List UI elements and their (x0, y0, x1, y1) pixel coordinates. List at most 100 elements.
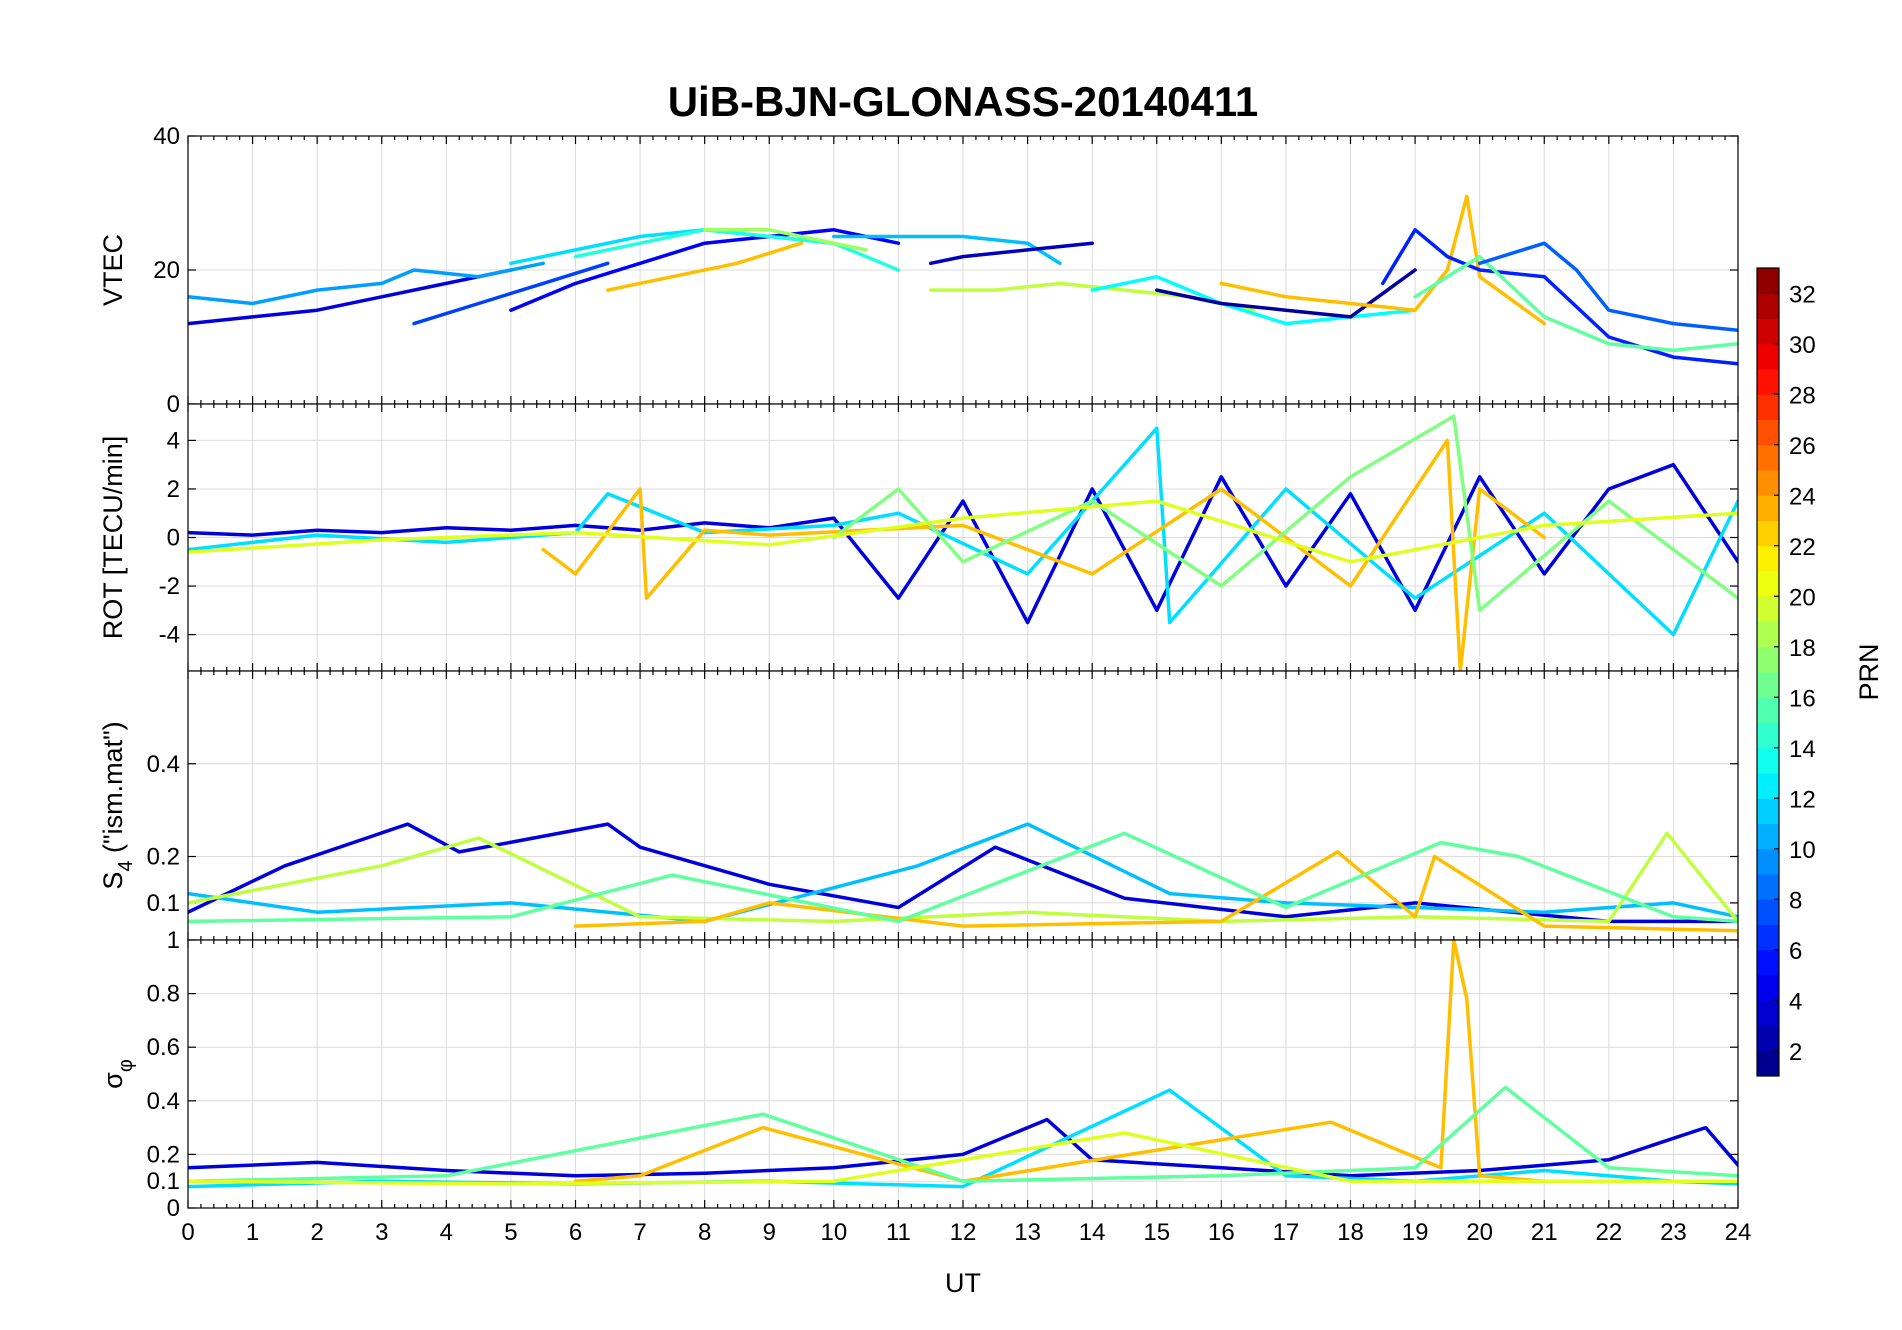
y-axis-label-sigma_phi: σφ (98, 1059, 137, 1089)
colorbar-segment (1757, 419, 1779, 446)
colorbar-tick-label: 30 (1789, 332, 1816, 359)
y-axis-label-rot: ROT [TECU/min] (98, 436, 128, 640)
colorbar-tick-label: 22 (1789, 534, 1816, 561)
colorbar-tick-label: 24 (1789, 483, 1816, 510)
y-tick-label: -4 (159, 622, 180, 649)
colorbar-segment (1757, 318, 1779, 345)
colorbar-segment (1757, 949, 1779, 976)
colorbar-segment (1757, 747, 1779, 774)
x-tick-label: 23 (1660, 1219, 1687, 1246)
series-line-prn-23 (606, 241, 804, 292)
y-tick-label: 40 (153, 123, 180, 150)
x-tick-label: 24 (1725, 1219, 1752, 1246)
series-line-prn-10 (188, 261, 545, 306)
y-tick-label: -2 (159, 573, 180, 600)
colorbar-segment (1757, 268, 1779, 294)
colorbar-tick-label: 26 (1789, 433, 1816, 460)
series-line-prn-14 (573, 228, 901, 272)
colorbar-segment (1757, 773, 1779, 799)
colorbar-segment (1757, 697, 1779, 723)
x-tick-label: 15 (1143, 1219, 1170, 1246)
x-tick-label: 4 (440, 1219, 453, 1246)
y-tick-label: 20 (153, 257, 180, 284)
y-tick-label: 1 (167, 927, 180, 954)
x-tick-label: 5 (504, 1219, 517, 1246)
colorbar-segment (1757, 444, 1779, 471)
colorbar-tick-label: 16 (1789, 685, 1816, 712)
x-tick-label: 6 (569, 1219, 582, 1246)
colorbar-tick-label: 28 (1789, 382, 1816, 409)
colorbar-segment (1757, 1050, 1779, 1077)
y-tick-label: 0.8 (147, 981, 180, 1008)
x-tick-label: 21 (1531, 1219, 1558, 1246)
series-line-prn-4 (188, 1117, 1738, 1178)
colorbar-segment (1757, 470, 1779, 496)
x-tick-label: 16 (1208, 1219, 1235, 1246)
colorbar-tick-label: 12 (1789, 786, 1816, 813)
colorbar-segment (1757, 1000, 1779, 1026)
series-line-prn-11 (188, 822, 1738, 924)
x-tick-label: 20 (1466, 1219, 1493, 1246)
colorbar-segment (1757, 1025, 1779, 1052)
x-tick-label: 18 (1337, 1219, 1364, 1246)
series-line-prn-3 (928, 241, 1094, 266)
colorbar-segment (1757, 545, 1779, 572)
colorbar-label: PRN (1854, 643, 1884, 700)
colorbar-tick-label: 10 (1789, 837, 1816, 864)
series-line-prn-16 (188, 831, 1738, 924)
series-group-s4 (188, 822, 1738, 933)
colorbar-segment (1757, 646, 1779, 673)
series-line-prn-17 (832, 414, 1738, 613)
y-axis-label-s4: S4 ("ism.mat") (98, 721, 137, 889)
series-line-prn-8 (1477, 241, 1738, 333)
x-tick-label: 17 (1273, 1219, 1300, 1246)
colorbar-segment (1757, 343, 1779, 370)
series-line-prn-4 (188, 462, 1738, 625)
x-tick-label: 3 (375, 1219, 388, 1246)
colorbar-segment (1757, 798, 1779, 824)
colorbar-segment (1757, 823, 1779, 850)
x-tick-label: 22 (1595, 1219, 1622, 1246)
y-tick-label: 2 (167, 476, 180, 503)
series-line-prn-6 (1381, 228, 1738, 366)
colorbar-tick-label: 32 (1789, 281, 1816, 308)
colorbar-tick-label: 4 (1789, 988, 1802, 1015)
series-line-prn-12 (188, 426, 1738, 637)
panel-vtec: 0 20 40 VTEC (98, 123, 1739, 418)
colorbar-segment (1757, 495, 1779, 521)
colorbar-segment (1757, 672, 1779, 698)
y-tick-label: 0.6 (147, 1034, 180, 1061)
series-line-prn-2 (1155, 268, 1417, 319)
panel-s4: 0.1 0.2 0.4 S4 ("ism.mat") (98, 670, 1739, 941)
series-line-prn-5 (509, 228, 901, 312)
y-tick-label: 0.2 (147, 844, 180, 871)
series-line-prn-20 (188, 499, 1738, 564)
x-tick-label: 19 (1402, 1219, 1429, 1246)
series-line-prn-13 (1090, 274, 1417, 326)
colorbar-segment (1757, 848, 1779, 875)
series-group-sigma_phi (188, 940, 1738, 1189)
x-tick-label: 11 (886, 1219, 911, 1246)
series-line-prn-16 (1413, 254, 1738, 353)
colorbar-frame (1756, 267, 1780, 1077)
y-tick-label: 0.2 (147, 1141, 180, 1168)
series-line-prn-18 (702, 228, 868, 252)
series-group-vtec (188, 194, 1738, 366)
series-line-prn-7 (412, 261, 610, 326)
y-tick-label: 0 (167, 525, 180, 552)
series-line-prn-23 (573, 940, 1547, 1183)
colorbar-tick-label: 6 (1789, 938, 1802, 965)
x-tick-label: 12 (950, 1219, 977, 1246)
series-line-prn-23 (541, 438, 1547, 671)
x-tick-label: 9 (763, 1219, 776, 1246)
colorbar-segment (1757, 520, 1779, 547)
y-tick-label: 0.1 (147, 890, 180, 917)
y-tick-label: 4 (167, 427, 180, 454)
colorbar-tick-label: 14 (1789, 736, 1816, 763)
series-line-prn-19 (188, 831, 1738, 924)
x-tick-label: 2 (310, 1219, 323, 1246)
series-group-rot (188, 414, 1738, 671)
colorbar-tick-label: 18 (1789, 635, 1816, 662)
